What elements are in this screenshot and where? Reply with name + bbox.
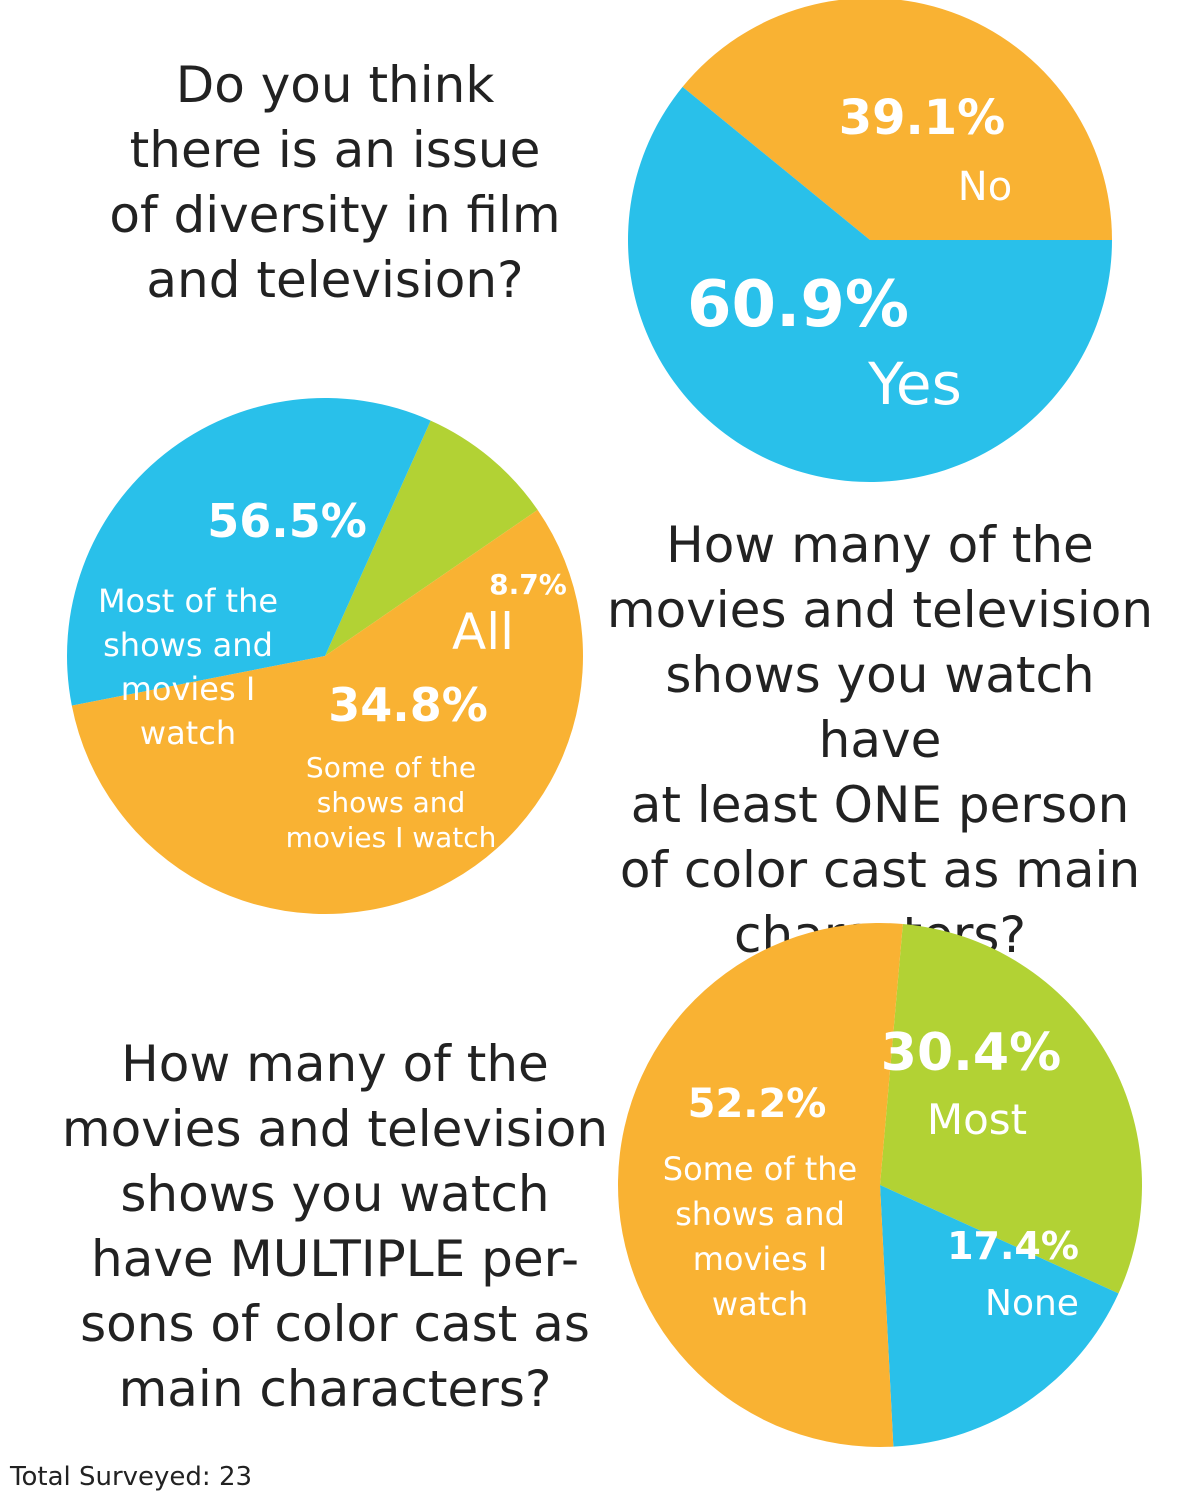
pie-chart-diversity-issue: 39.1% No 60.9% Yes: [628, 0, 1112, 483]
question-2-title: How many of the movies and television sh…: [606, 516, 1154, 964]
slice-percent-label: 39.1%: [839, 90, 1006, 146]
slice-category-label: Some of the shows and movies I watch: [286, 751, 497, 854]
slice-percent-label: 52.2%: [688, 1081, 827, 1127]
pie-slice-most-of-the: [71, 509, 584, 914]
slice-percent-label: 60.9%: [687, 268, 909, 342]
pie-slice-all: [325, 420, 538, 656]
slice-percent-label: 8.7%: [489, 568, 567, 601]
slice-percent-label: 56.5%: [207, 494, 367, 548]
pie-slice-some-of-the: [618, 923, 903, 1447]
question-3-title: How many of the movies and television sh…: [61, 1035, 609, 1418]
slice-category-label: Yes: [867, 350, 962, 418]
slice-percent-label: 17.4%: [947, 1224, 1079, 1268]
slice-percent-label: 30.4%: [881, 1023, 1061, 1083]
pie-slice-yes: [628, 86, 1112, 483]
pie-slice-no: [682, 0, 1112, 240]
slice-percent-label: 34.8%: [328, 678, 488, 732]
pie-chart-multiple-persons-of-color: 30.4% Most 17.4% None 52.2% Some of the shows …: [618, 923, 1142, 1447]
total-surveyed: Total Surveyed: 23: [10, 1462, 253, 1492]
pie-slice-most: [880, 923, 1142, 1294]
slice-category-label: All: [452, 603, 514, 661]
slice-category-label: Most: [927, 1095, 1027, 1144]
pie-slice-some-of-the: [66, 398, 431, 706]
pie-chart-one-person-of-color: 8.7%All 34.8% Some of the shows and movies I…: [66, 398, 584, 914]
pie-slice-none: [880, 1185, 1119, 1447]
question-1-title: Do you think there is an issue of divers…: [109, 56, 561, 309]
slice-category-label: No: [958, 164, 1012, 210]
slice-category-label: None: [985, 1283, 1079, 1324]
